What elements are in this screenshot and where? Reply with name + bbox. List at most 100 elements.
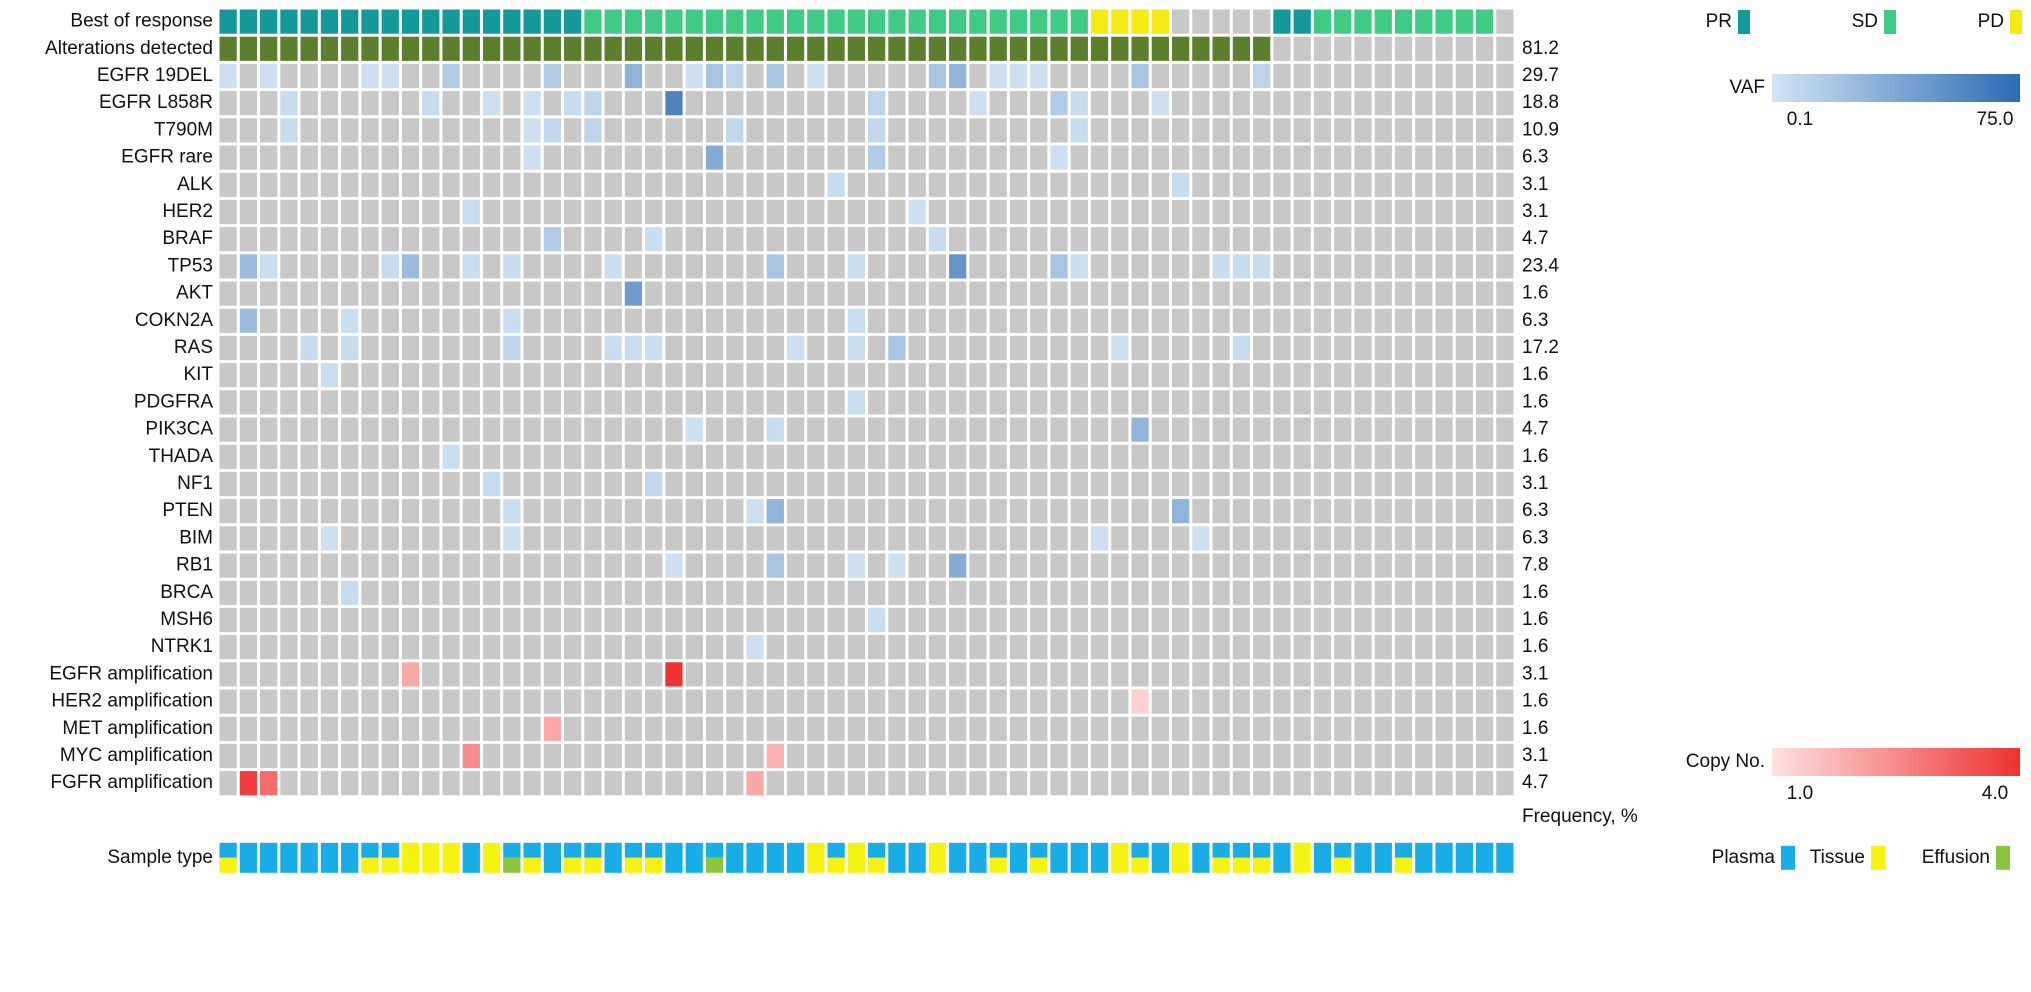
gene-cell: [523, 553, 541, 578]
gene-cell: [604, 417, 622, 442]
sample-type-cell: [1131, 842, 1149, 858]
gene-cell: [584, 145, 602, 170]
gene-cell: [361, 553, 379, 578]
gene-cell: [746, 635, 764, 660]
gene-cell: [604, 227, 622, 252]
gene-cell: [645, 118, 663, 143]
gene-cell: [1009, 662, 1028, 687]
gene-cell: [300, 199, 318, 225]
gene-cell: [1131, 771, 1149, 796]
gene-cell: [401, 526, 420, 551]
gene-cell: [1131, 254, 1149, 279]
gene-cell: [1475, 716, 1494, 741]
gene-cell: [280, 363, 298, 388]
gene-cell: [1030, 553, 1048, 578]
gene-cell: [807, 281, 825, 306]
gene-cell: [908, 635, 926, 660]
row-label: AKT: [176, 283, 213, 304]
sample-type-cell: [584, 857, 602, 873]
gene-cell: [1415, 199, 1433, 225]
gene-cell: [1455, 390, 1473, 415]
gene-cell: [1313, 335, 1332, 361]
gene-cell: [1070, 63, 1088, 89]
gene-cell: [543, 63, 562, 89]
gene-cell: [1415, 689, 1433, 714]
gene-cell: [1171, 499, 1190, 524]
gene-cell: [442, 199, 460, 225]
response-cell: [1475, 9, 1494, 34]
gene-cell: [300, 553, 318, 578]
gene-cell: [786, 281, 805, 306]
sample-type-cell: [219, 857, 237, 873]
gene-cell: [1212, 145, 1230, 170]
sample-type-cell: [1070, 842, 1088, 873]
gene-cell: [1415, 526, 1433, 551]
gene-cell: [604, 145, 622, 170]
gene-cell: [1070, 526, 1088, 551]
gene-cell: [442, 281, 460, 306]
gene-cell: [300, 662, 318, 687]
gene-cell: [1496, 499, 1514, 524]
gene-cell: [1070, 390, 1088, 415]
gene-cell: [1415, 771, 1433, 796]
gene-cell: [1131, 553, 1149, 578]
gene-cell: [1030, 771, 1048, 796]
gene-cell: [1354, 716, 1372, 741]
gene-cell: [908, 771, 926, 796]
alteration-cell: [1050, 36, 1068, 61]
gene-cell: [564, 471, 582, 497]
gene-cell: [1151, 635, 1169, 660]
gene-cell: [645, 580, 663, 605]
gene-cell: [1394, 145, 1413, 170]
gene-cell: [482, 580, 501, 605]
gene-cell: [584, 390, 602, 415]
gene-cell: [604, 118, 622, 143]
gene-cell: [645, 771, 663, 796]
gene-cell: [1131, 363, 1149, 388]
gene-cell: [523, 390, 541, 415]
gene-cell: [1171, 771, 1190, 796]
gene-cell: [1435, 308, 1453, 333]
gene-cell: [665, 635, 683, 660]
gene-cell: [1435, 390, 1453, 415]
gene-cell: [1192, 63, 1210, 89]
gene-cell: [543, 471, 562, 497]
gene-cell: [685, 390, 703, 415]
gene-cell: [239, 335, 258, 361]
alteration-cell: [624, 36, 643, 61]
gene-cell: [320, 689, 339, 714]
gene-cell: [1090, 635, 1109, 660]
gene-cell: [1171, 390, 1190, 415]
sample-type-cell: [624, 842, 643, 858]
gene-cell: [523, 199, 541, 225]
gene-cell: [564, 662, 582, 687]
gene-cell: [1394, 499, 1413, 524]
gene-cell: [726, 662, 744, 687]
gene-cell: [442, 526, 460, 551]
gene-cell: [868, 172, 886, 197]
gene-cell: [1171, 471, 1190, 497]
sample-type-cell: [381, 857, 399, 873]
gene-cell: [1151, 553, 1169, 578]
gene-cell: [1273, 635, 1291, 660]
gene-cell: [260, 390, 278, 415]
gene-cell: [341, 526, 359, 551]
gene-cell: [280, 91, 298, 116]
gene-cell: [401, 444, 420, 469]
gene-cell: [645, 281, 663, 306]
gene-cell: [1415, 716, 1433, 741]
gene-cell: [442, 308, 460, 333]
scale-label: 75.0: [1977, 109, 2014, 130]
gene-cell: [1435, 91, 1453, 116]
gene-cell: [1232, 145, 1251, 170]
response-cell: [219, 9, 237, 34]
alteration-cell: [1334, 36, 1352, 61]
sample-type-cell: [1050, 842, 1068, 873]
gene-cell: [1293, 145, 1311, 170]
frequency-value: 1.6: [1522, 582, 1548, 603]
alteration-cell: [1253, 36, 1271, 61]
gene-cell: [969, 199, 987, 225]
gene-cell: [705, 363, 724, 388]
gene-cell: [868, 390, 886, 415]
gene-cell: [442, 471, 460, 497]
